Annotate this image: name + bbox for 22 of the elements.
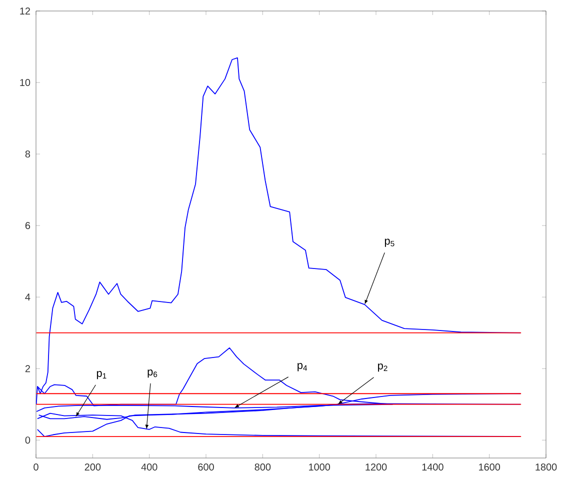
x-tick-label: 0 — [34, 464, 38, 471]
x-tick-label: 600 — [198, 464, 214, 471]
y-tick-label: 8 — [25, 150, 30, 158]
x-tick-label: 1400 — [422, 464, 444, 471]
y-tick-label: 10 — [20, 78, 30, 86]
x-tick-label: 800 — [254, 464, 271, 471]
annotation: p$_{4}$ — [298, 363, 308, 372]
y-tick-label: 2 — [25, 365, 30, 372]
x-tick-label: 1600 — [479, 464, 500, 471]
y-tick-label: 0 — [25, 436, 30, 444]
annotation: p$_{1}$ — [96, 370, 106, 380]
annotation: p$_{5}$ — [384, 238, 394, 247]
x-tick-label: 1800 — [536, 464, 557, 471]
x-tick-label: 1200 — [366, 464, 387, 471]
x-tick-label: 200 — [84, 464, 101, 471]
y-tick-label: 4 — [25, 294, 30, 301]
y-tick-label: 12 — [20, 8, 30, 14]
x-tick-label: 400 — [141, 464, 158, 471]
annotation: p$_{6}$ — [148, 370, 158, 378]
x-tick-label: 1000 — [309, 464, 330, 471]
y-tick-label: 6 — [25, 222, 30, 230]
annotation: p$_{2}$ — [378, 363, 388, 372]
